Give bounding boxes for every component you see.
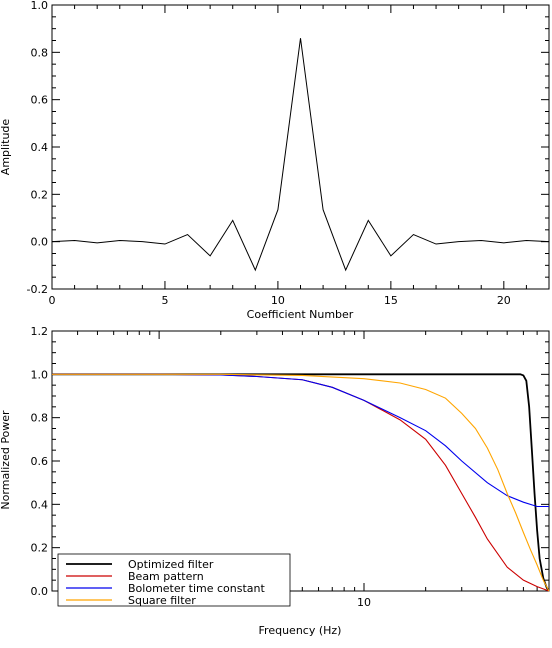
legend-label: Bolometer time constant	[128, 582, 265, 595]
power-series	[52, 373, 550, 592]
amplitude-y-tick-label: -0.2	[27, 283, 48, 296]
amplitude-panel: -0.2 0.0 0.2 0.4 0.6 0.8 1.0 0 5 10 15 20 Coeffici…	[0, 0, 550, 321]
power-series-line	[52, 373, 550, 592]
power-y-ticks: 0.0 0.2 0.4 0.6 0.8 1.0 1.2	[31, 325, 549, 598]
amplitude-y-tick-label: 0.2	[31, 188, 49, 201]
legend-label: Beam pattern	[128, 570, 204, 583]
amplitude-y-tick-label: 0.0	[31, 236, 49, 249]
power-y-axis-label: Normalized Power	[0, 410, 12, 510]
amplitude-x-axis-label: Coefficient Number	[247, 308, 354, 321]
power-y-tick-label: 0.4	[31, 498, 49, 511]
power-y-tick-label: 1.2	[31, 325, 49, 338]
amplitude-y-tick-label: 0.6	[31, 94, 49, 107]
amplitude-series	[51, 38, 550, 272]
power-y-tick-label: 1.0	[31, 368, 49, 381]
amplitude-y-tick-label: 0.8	[31, 46, 49, 59]
amplitude-y-axis-label: Amplitude	[0, 119, 12, 176]
amplitude-x-tick-label: 15	[384, 294, 398, 307]
amplitude-y-ticks: -0.2 0.0 0.2 0.4 0.6 0.8 1.0	[27, 0, 549, 296]
power-x-tick-label: 10	[357, 596, 371, 609]
power-x-axis-label: Frequency (Hz)	[259, 624, 342, 637]
amplitude-x-tick-label: 10	[271, 294, 285, 307]
power-series-line	[52, 373, 550, 592]
legend-label: Optimized filter	[128, 558, 214, 571]
amplitude-line	[51, 38, 550, 272]
amplitude-x-tick-label: 5	[161, 294, 168, 307]
amplitude-y-tick-label: 1.0	[31, 0, 49, 12]
power-panel: 0.00.20.40.60.81.01.2 110 Frequency (Hz)…	[0, 325, 550, 637]
power-y-tick-label: 0.2	[31, 542, 49, 555]
power-y-tick-label: 0.0	[31, 585, 49, 598]
power-series-line	[52, 373, 549, 508]
legend-box	[57, 553, 291, 607]
legend-label: Square filter	[128, 594, 196, 607]
amplitude-x-tick-label: 0	[49, 294, 56, 307]
power-y-tick-label: 0.6	[31, 455, 49, 468]
amplitude-y-tick-label: 0.4	[31, 141, 49, 154]
amplitude-plot-frame	[51, 4, 550, 290]
amplitude-x-ticks: 0 5 10 15 20	[49, 5, 550, 307]
amplitude-x-tick-label: 20	[497, 294, 511, 307]
power-plot-frame	[51, 330, 550, 592]
power-y-tick-label: 0.8	[31, 412, 49, 425]
